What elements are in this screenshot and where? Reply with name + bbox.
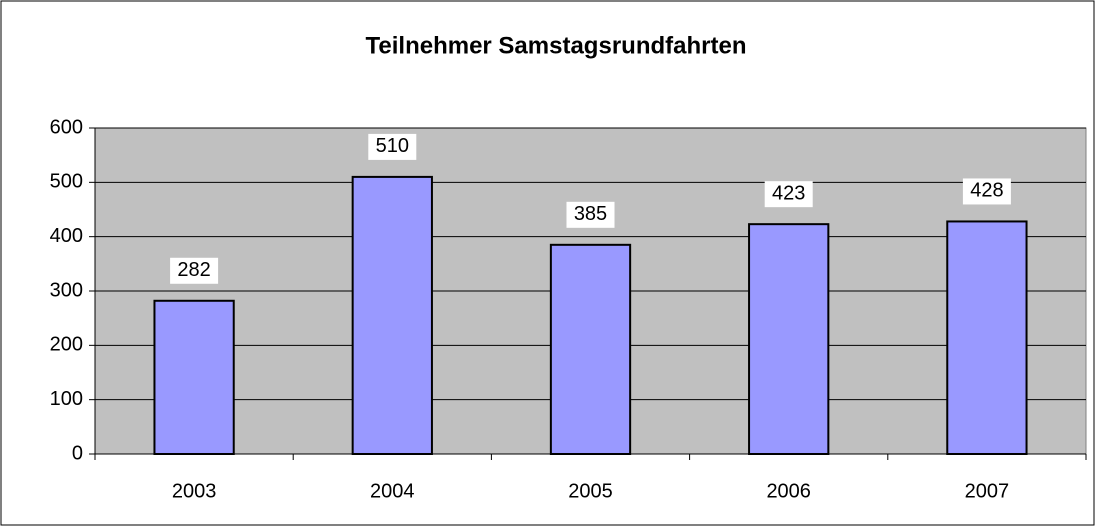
- bar: [153, 299, 235, 455]
- data-label-bg: [170, 257, 219, 284]
- bar: [549, 243, 632, 455]
- data-label: 428: [970, 180, 1003, 202]
- y-tick-label: 0: [72, 442, 83, 464]
- data-label: 423: [772, 182, 805, 204]
- y-tick-label: 600: [50, 116, 83, 138]
- chart-title: Teilnehmer Samstagsrundfahrten: [366, 32, 747, 59]
- y-tick-label: 500: [50, 171, 83, 193]
- x-tick-label: 2006: [766, 480, 811, 502]
- data-label-bg: [566, 201, 615, 228]
- data-label: 282: [177, 259, 210, 281]
- data-label: 510: [376, 135, 409, 157]
- x-tick-label: 2004: [370, 480, 415, 502]
- y-tick-label: 200: [50, 334, 83, 356]
- bar: [946, 220, 1028, 455]
- x-tick-label: 2005: [568, 480, 613, 502]
- data-label: 385: [574, 203, 607, 225]
- data-label-bg: [962, 178, 1011, 205]
- x-tick-label: 2003: [172, 480, 217, 502]
- y-tick-label: 400: [50, 225, 83, 247]
- data-label-bg: [368, 133, 417, 160]
- data-label-bg: [764, 181, 813, 208]
- bar: [748, 223, 830, 455]
- bar: [351, 175, 433, 455]
- y-tick-label: 300: [50, 279, 83, 301]
- x-tick-label: 2007: [965, 480, 1010, 502]
- y-tick-label: 100: [50, 388, 83, 410]
